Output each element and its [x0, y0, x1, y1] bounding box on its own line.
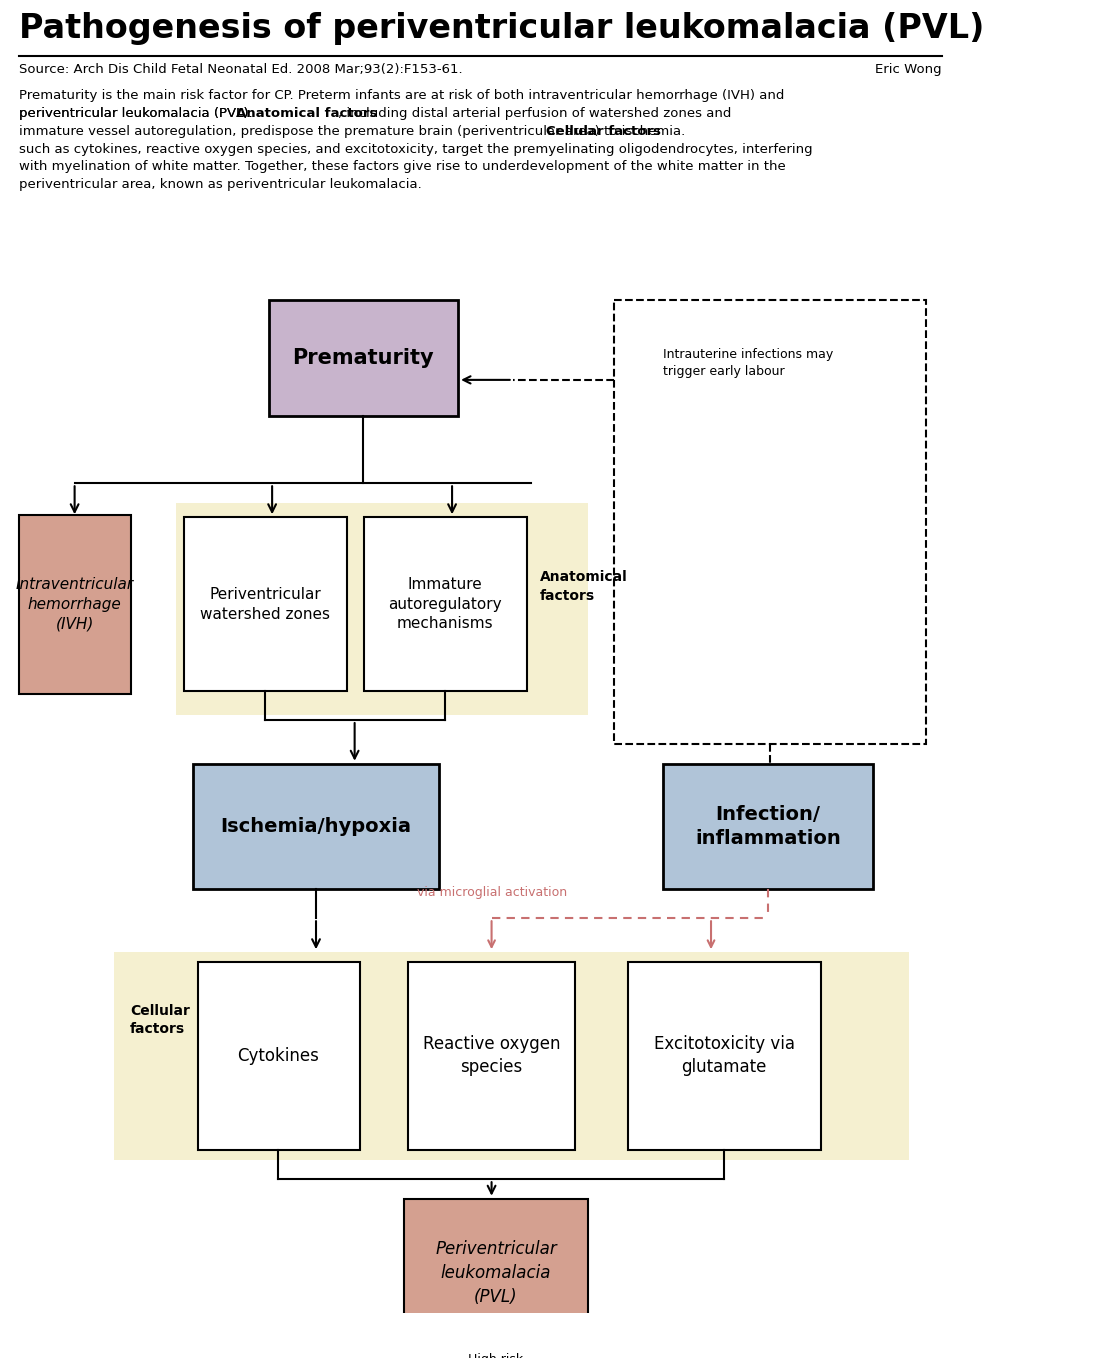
Text: via microglial activation: via microglial activation: [416, 885, 566, 899]
Bar: [404, 1199, 588, 1348]
Text: Ischemia/hypoxia: Ischemia/hypoxia: [220, 818, 412, 837]
Text: Eric Wong: Eric Wong: [875, 62, 942, 76]
Text: Intrauterine infections may
trigger early labour: Intrauterine infections may trigger earl…: [662, 348, 833, 378]
Bar: [269, 300, 458, 416]
Text: Pathogenesis of periventricular leukomalacia (PVL): Pathogenesis of periventricular leukomal…: [20, 12, 984, 45]
Text: Anatomical
factors: Anatomical factors: [540, 570, 627, 603]
Text: Excitotoxicity via
glutamate: Excitotoxicity via glutamate: [654, 1035, 795, 1077]
Text: Cellular factors: Cellular factors: [546, 125, 661, 137]
Text: Prematurity: Prematurity: [292, 348, 435, 368]
Bar: [184, 517, 347, 691]
Text: Anatomical factors: Anatomical factors: [237, 107, 378, 120]
Text: Source: Arch Dis Child Fetal Neonatal Ed. 2008 Mar;93(2):F153-61.: Source: Arch Dis Child Fetal Neonatal Ed…: [20, 62, 463, 76]
Text: Cellular
factors: Cellular factors: [130, 1004, 189, 1036]
Bar: [614, 300, 926, 744]
Text: , including distal arterial perfusion of watershed zones and: , including distal arterial perfusion of…: [338, 107, 731, 120]
Text: periventricular leukomalacia (PVL).: periventricular leukomalacia (PVL).: [20, 107, 257, 120]
Text: High risk: High risk: [469, 1354, 523, 1358]
Text: Intraventricular
hemorrhage
(IVH): Intraventricular hemorrhage (IVH): [15, 577, 134, 631]
Bar: [20, 515, 130, 694]
Text: such as cytokines, reactive oxygen species, and excitotoxicity, target the premy: such as cytokines, reactive oxygen speci…: [20, 143, 812, 156]
Text: immature vessel autoregulation, predispose the premature brain (periventricular : immature vessel autoregulation, predispo…: [20, 125, 690, 137]
Text: Periventricular
leukomalacia
(PVL): Periventricular leukomalacia (PVL): [435, 1240, 557, 1305]
Bar: [662, 763, 874, 889]
Bar: [114, 952, 909, 1160]
Text: Infection/
inflammation: Infection/ inflammation: [695, 805, 841, 847]
Bar: [197, 961, 360, 1150]
Text: periventricular area, known as periventricular leukomalacia.: periventricular area, known as periventr…: [20, 178, 422, 191]
Text: Reactive oxygen
species: Reactive oxygen species: [423, 1035, 561, 1077]
Bar: [408, 961, 575, 1150]
Text: Prematurity is the main risk factor for CP. Preterm infants are at risk of both : Prematurity is the main risk factor for …: [20, 88, 785, 102]
Text: with myelination of white matter. Together, these factors give rise to underdeve: with myelination of white matter. Togeth…: [20, 160, 786, 174]
Bar: [193, 763, 439, 889]
Bar: [175, 502, 588, 716]
Text: Immature
autoregulatory
mechanisms: Immature autoregulatory mechanisms: [389, 577, 502, 631]
Text: periventricular leukomalacia (PVL).: periventricular leukomalacia (PVL).: [20, 107, 257, 120]
Text: Cytokines: Cytokines: [238, 1047, 320, 1065]
Text: Periventricular
watershed zones: Periventricular watershed zones: [200, 587, 330, 622]
Bar: [365, 517, 527, 691]
Bar: [627, 961, 821, 1150]
